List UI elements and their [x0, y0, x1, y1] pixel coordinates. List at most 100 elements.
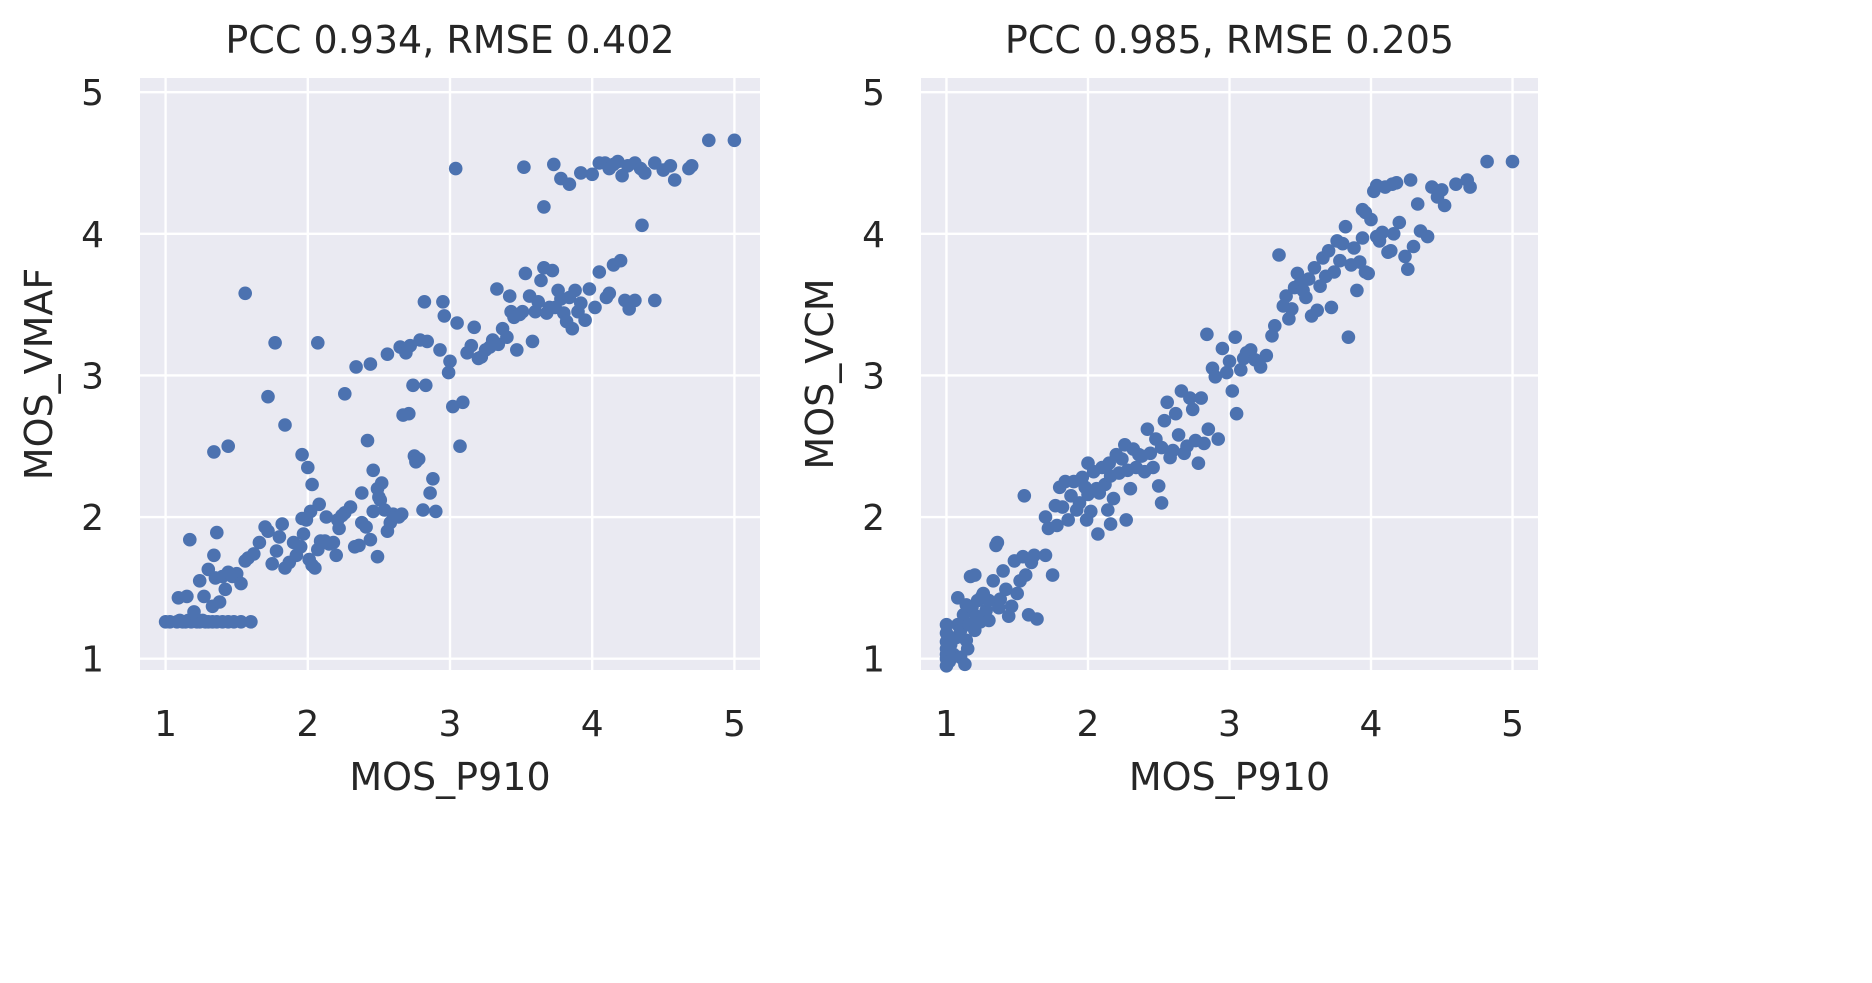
data-point: [999, 582, 1013, 597]
data-point: [423, 486, 437, 500]
data-point: [1061, 513, 1075, 527]
data-point: [582, 282, 597, 296]
data-point: [352, 538, 366, 553]
data-point: [197, 589, 211, 604]
y-tick-label: 2: [862, 498, 885, 539]
data-point: [1079, 513, 1094, 527]
data-point: [363, 532, 378, 547]
data-point: [210, 525, 224, 540]
data-point: [1272, 248, 1286, 262]
data-point: [417, 295, 432, 309]
data-point: [1157, 413, 1172, 428]
data-point: [1435, 183, 1449, 197]
data-point: [585, 167, 599, 182]
data-point: [221, 439, 235, 454]
data-point: [1211, 432, 1225, 446]
data-point: [1449, 177, 1463, 191]
data-point: [635, 218, 649, 233]
data-point: [436, 295, 450, 309]
data-point: [1384, 244, 1398, 258]
data-point: [1194, 391, 1208, 405]
data-point: [1166, 443, 1180, 458]
y-tick-labels: 1 2 3 4 5: [862, 73, 885, 681]
data-point: [1335, 236, 1350, 251]
x-tick-label: 1: [154, 704, 177, 745]
data-point: [1253, 360, 1268, 374]
y-tick-label: 4: [81, 215, 104, 256]
data-point: [1420, 229, 1435, 244]
data-point: [366, 463, 381, 478]
data-point: [648, 293, 662, 308]
y-tick-labels: 1 2 3 4 5: [81, 73, 104, 681]
data-point: [1200, 327, 1214, 342]
data-point: [1310, 303, 1324, 318]
x-tick-label: 5: [1501, 704, 1524, 745]
data-point: [1168, 406, 1183, 421]
data-point: [1361, 266, 1375, 281]
data-point: [986, 574, 1000, 588]
data-point: [968, 568, 982, 582]
data-point: [218, 582, 233, 597]
data-point: [1140, 422, 1155, 437]
data-point: [1324, 300, 1339, 315]
data-point: [372, 490, 386, 505]
data-point: [360, 433, 375, 448]
data-point: [1171, 428, 1186, 442]
y-axis-label: MOS_VMAF: [17, 268, 61, 480]
data-point: [1401, 262, 1415, 277]
data-point: [602, 286, 617, 301]
data-point: [1115, 452, 1129, 466]
data-point: [1050, 518, 1064, 533]
data-point: [1347, 241, 1361, 255]
data-point: [1185, 402, 1200, 417]
data-point: [1215, 341, 1230, 356]
chart-left: 1 2 3 4 5 1 2 3 4 5 PCC 0.934, RMSE 0.402 MOS_P9…: [17, 18, 760, 799]
x-tick-label: 3: [1218, 704, 1241, 745]
scatter-points: [158, 133, 742, 629]
data-point: [296, 527, 311, 541]
data-point: [301, 460, 315, 475]
data-point: [1119, 513, 1133, 527]
data-point: [1352, 255, 1367, 269]
data-point: [464, 338, 479, 353]
data-point: [275, 517, 290, 531]
data-point: [419, 378, 433, 393]
data-point: [958, 657, 972, 672]
data-point: [192, 574, 207, 588]
y-tick-label: 5: [81, 73, 104, 114]
data-point: [518, 266, 533, 281]
data-point: [531, 295, 545, 309]
data-point: [537, 200, 551, 214]
data-point: [234, 576, 248, 591]
data-point: [453, 439, 467, 454]
data-point: [244, 615, 258, 629]
data-point: [319, 510, 334, 524]
data-point: [1038, 548, 1053, 563]
data-point: [1406, 239, 1421, 254]
data-point: [1197, 436, 1211, 451]
data-point: [433, 343, 447, 357]
data-point: [1321, 244, 1336, 258]
data-point: [1081, 456, 1095, 471]
data-point: [443, 354, 457, 369]
data-point: [1369, 178, 1384, 193]
data-point: [1403, 173, 1418, 187]
x-tick-label: 2: [296, 704, 319, 745]
data-point: [545, 263, 560, 278]
data-point: [1222, 354, 1237, 369]
y-tick-label: 5: [862, 73, 885, 114]
data-point: [1437, 198, 1452, 213]
data-point: [1143, 446, 1158, 461]
data-point: [993, 592, 1007, 606]
data-point: [370, 549, 385, 564]
data-point: [343, 500, 358, 514]
data-point: [261, 389, 275, 404]
data-point: [272, 530, 287, 544]
data-point: [1154, 440, 1169, 455]
data-point: [684, 159, 699, 173]
data-point: [727, 133, 742, 148]
data-point: [1010, 586, 1024, 601]
data-point: [1350, 283, 1364, 298]
data-point: [510, 343, 524, 357]
